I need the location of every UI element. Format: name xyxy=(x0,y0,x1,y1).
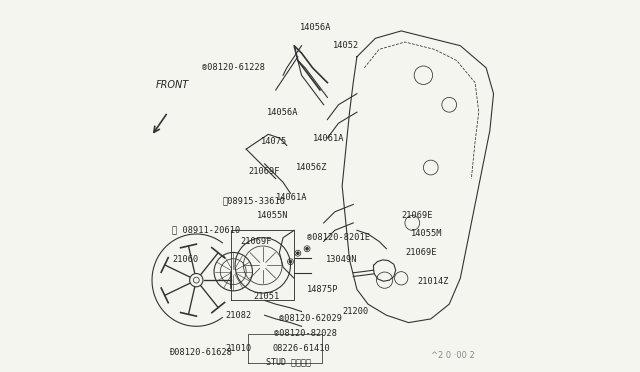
Text: 21069F: 21069F xyxy=(241,237,272,246)
Text: 21014Z: 21014Z xyxy=(418,278,449,286)
Text: 21082: 21082 xyxy=(226,311,252,320)
Text: ®08120-8201E: ®08120-8201E xyxy=(307,233,370,242)
Text: Ð08120-61628: Ð08120-61628 xyxy=(168,348,232,357)
Text: 13049N: 13049N xyxy=(326,255,357,264)
Circle shape xyxy=(289,260,292,263)
Text: Ⓥ08915-33610: Ⓥ08915-33610 xyxy=(222,196,285,205)
Text: 21060: 21060 xyxy=(172,255,198,264)
Text: 14052: 14052 xyxy=(333,41,359,50)
Text: 21200: 21200 xyxy=(342,307,369,316)
Text: ^2 0 ·00 2: ^2 0 ·00 2 xyxy=(431,350,475,359)
Text: Ⓝ 08911-20610: Ⓝ 08911-20610 xyxy=(172,226,241,235)
Text: ®08120-82028: ®08120-82028 xyxy=(274,329,337,338)
Text: 14061A: 14061A xyxy=(276,193,307,202)
Text: 14055N: 14055N xyxy=(257,211,289,220)
Text: STUD スタッド: STUD スタッド xyxy=(266,357,312,366)
Text: 08226-61410: 08226-61410 xyxy=(272,344,330,353)
Text: ®08120-62029: ®08120-62029 xyxy=(280,314,342,323)
Text: 21069F: 21069F xyxy=(248,167,280,176)
Circle shape xyxy=(297,252,299,254)
Text: 14875P: 14875P xyxy=(307,285,339,294)
Text: 14061A: 14061A xyxy=(312,134,344,142)
Text: 14056Z: 14056Z xyxy=(296,163,328,172)
Text: 14056A: 14056A xyxy=(266,108,298,117)
Text: 14056A: 14056A xyxy=(300,23,331,32)
Text: 21051: 21051 xyxy=(253,292,280,301)
Text: 14055M: 14055M xyxy=(410,230,442,238)
Circle shape xyxy=(306,248,308,250)
Text: 21069E: 21069E xyxy=(405,248,436,257)
Text: 14075: 14075 xyxy=(261,137,287,146)
Text: FRONT: FRONT xyxy=(156,80,189,90)
Text: 21010: 21010 xyxy=(226,344,252,353)
Text: ®08120-61228: ®08120-61228 xyxy=(202,63,265,72)
Text: 21069E: 21069E xyxy=(401,211,433,220)
